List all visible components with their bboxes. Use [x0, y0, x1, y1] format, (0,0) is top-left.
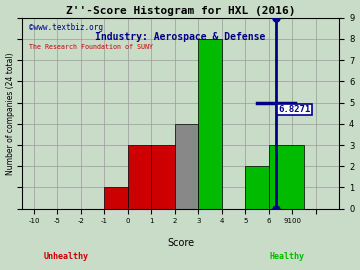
- Text: Industry: Aerospace & Defense: Industry: Aerospace & Defense: [95, 32, 265, 42]
- X-axis label: Score: Score: [167, 238, 194, 248]
- Bar: [246, 166, 269, 209]
- Bar: [128, 145, 152, 209]
- Bar: [198, 39, 222, 209]
- Bar: [175, 124, 198, 209]
- Text: 6.8271: 6.8271: [278, 105, 311, 114]
- Bar: [152, 145, 175, 209]
- Text: ©www.textbiz.org: ©www.textbiz.org: [28, 23, 103, 32]
- Title: Z''-Score Histogram for HXL (2016): Z''-Score Histogram for HXL (2016): [66, 6, 296, 16]
- Bar: [104, 187, 128, 209]
- Text: Healthy: Healthy: [270, 252, 305, 261]
- Y-axis label: Number of companies (24 total): Number of companies (24 total): [5, 52, 14, 174]
- Text: The Research Foundation of SUNY: The Research Foundation of SUNY: [28, 45, 153, 50]
- Bar: [269, 145, 304, 209]
- Text: Unhealthy: Unhealthy: [43, 252, 88, 261]
